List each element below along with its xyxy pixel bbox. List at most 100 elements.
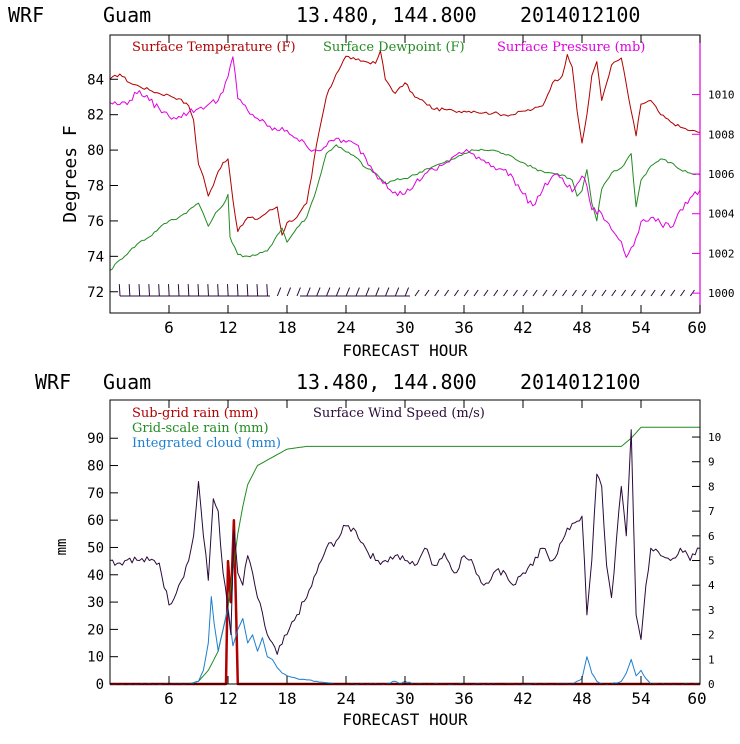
wind-barb	[187, 284, 190, 297]
bottom-header-model: WRF	[35, 370, 71, 394]
wind-barb	[197, 284, 200, 297]
top-x-axis-ticks: 6 12 18 24 30 36 42 48 54 60	[164, 35, 707, 337]
top-left-tick-label: 82	[87, 108, 104, 124]
wind-barb	[375, 287, 380, 297]
wind-barb	[621, 289, 627, 297]
top-legend-temperature: Surface Temperature (F)	[132, 40, 296, 55]
wind-barb	[316, 287, 321, 297]
bottom-left-tick-label: 10	[87, 650, 104, 666]
top-header-init: 2014012100	[520, 3, 640, 27]
wind-barb	[424, 289, 430, 297]
top-panel: WRF Guam 13.480, 144.800 2014012100 Surf…	[8, 3, 735, 360]
wind-barb	[365, 287, 370, 297]
bottom-left-tick-label: 60	[87, 513, 104, 529]
wind-barb	[444, 289, 450, 297]
bottom-plot-lines	[109, 426, 701, 686]
wind-barb	[128, 284, 131, 297]
top-wind-barbs	[118, 284, 695, 297]
wind-barb	[355, 287, 360, 297]
wind-barb	[571, 289, 577, 297]
wind-barb	[542, 289, 548, 297]
top-right-tick-label: 1010	[708, 89, 735, 102]
bottom-left-axis-ticks: 0 10 20 30 40 50 60 70 80 90	[87, 431, 118, 693]
bottom-left-tick-label: 0	[96, 677, 104, 693]
bottom-right-tick-label: 8	[708, 480, 715, 493]
bottom-right-tick-label: 6	[708, 530, 715, 543]
wind-barb	[503, 289, 509, 297]
wind-barb	[414, 289, 420, 297]
bottom-x-tick-label: 30	[395, 689, 414, 708]
top-x-tick-label: 60	[687, 318, 706, 337]
top-left-tick-label: 76	[87, 214, 104, 230]
wind-barb	[266, 284, 268, 297]
bottom-series-line-2	[110, 426, 700, 685]
wind-barb	[335, 287, 341, 297]
wind-barb	[148, 284, 150, 297]
bottom-legend-integrated-cloud: Integrated cloud (mm)	[132, 436, 281, 451]
top-y-axis-label: Degrees F	[60, 125, 81, 223]
top-x-tick-label: 24	[336, 318, 355, 337]
wind-barb	[463, 289, 469, 297]
bottom-header-coords: 13.480, 144.800	[296, 370, 477, 394]
wind-barb	[167, 284, 170, 297]
wind-barb	[385, 287, 390, 297]
bottom-left-tick-label: 40	[87, 568, 104, 584]
top-x-tick-label: 36	[454, 318, 473, 337]
bottom-x-axis-ticks: 6 12 18 24 30 36 42 48 54 60	[164, 400, 707, 708]
wind-barb	[226, 284, 229, 297]
bottom-legend: Sub-grid rain (mm) Grid-scale rain (mm) …	[132, 406, 485, 451]
bottom-x-tick-label: 24	[336, 689, 355, 708]
top-x-tick-label: 42	[513, 318, 532, 337]
bottom-x-tick-label: 18	[277, 689, 296, 708]
bottom-left-tick-label: 50	[87, 540, 104, 556]
wind-barb	[345, 287, 351, 297]
wind-barb	[601, 289, 607, 297]
bottom-series-line-3	[109, 596, 701, 685]
top-header: WRF Guam 13.480, 144.800 2014012100	[8, 3, 640, 27]
top-x-tick-label: 48	[572, 318, 591, 337]
bottom-header-location: Guam	[103, 370, 151, 394]
bottom-left-tick-label: 20	[87, 622, 104, 638]
top-series-line-2	[109, 144, 701, 271]
bottom-left-tick-label: 70	[87, 486, 104, 502]
top-x-tick-label: 54	[631, 318, 650, 337]
wind-barb	[306, 287, 311, 297]
wind-barb	[158, 284, 160, 297]
wind-barb	[522, 289, 528, 297]
wind-barb	[640, 289, 646, 297]
top-x-tick-label: 30	[395, 318, 414, 337]
top-header-coords: 13.480, 144.800	[296, 3, 477, 27]
wind-barb	[532, 289, 538, 297]
wind-barb	[493, 289, 499, 297]
bottom-right-tick-label: 10	[708, 431, 721, 444]
wind-barb	[138, 284, 141, 297]
wind-barb	[591, 289, 597, 297]
wind-barb	[296, 287, 301, 297]
top-series-line-3	[109, 56, 701, 258]
wind-barb	[276, 287, 282, 297]
bottom-right-tick-label: 2	[708, 629, 715, 642]
wind-barb	[483, 289, 489, 297]
top-left-tick-label: 80	[87, 143, 104, 159]
bottom-x-tick-label: 54	[631, 689, 650, 708]
wind-barb	[670, 289, 676, 297]
top-left-tick-label: 84	[87, 72, 104, 88]
bottom-left-tick-label: 80	[87, 459, 104, 475]
top-series-line-1	[109, 50, 701, 236]
top-left-tick-label: 74	[87, 249, 104, 265]
wind-barb	[286, 287, 292, 297]
wind-barb	[611, 289, 617, 297]
bottom-x-tick-label: 60	[687, 689, 706, 708]
wind-barb	[473, 289, 479, 297]
top-legend-pressure: Surface Pressure (mb)	[497, 40, 645, 55]
bottom-series-line-1	[110, 518, 700, 686]
wind-barb	[404, 287, 410, 297]
bottom-right-tick-label: 7	[708, 505, 715, 518]
wind-barb	[256, 284, 259, 297]
top-left-tick-label: 78	[87, 179, 104, 195]
bottom-x-tick-label: 6	[164, 689, 174, 708]
wind-barb	[207, 284, 209, 297]
bottom-right-tick-label: 1	[708, 653, 715, 666]
bottom-panel: WRF Guam 13.480, 144.800 2014012100 Sub-…	[35, 370, 721, 729]
